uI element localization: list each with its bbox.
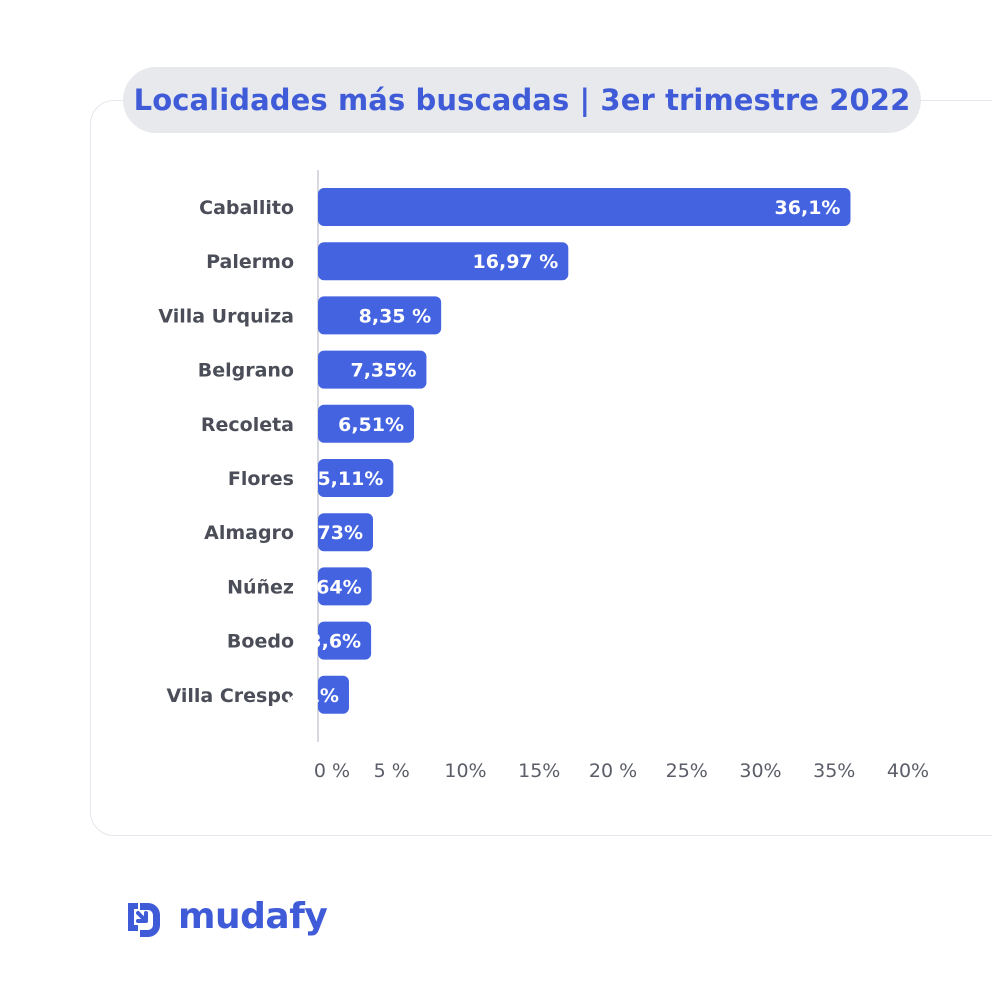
bar-value-label: 3,6% (308, 631, 361, 653)
bar-value-label: 3,73% (297, 522, 363, 544)
mudafy-logo-text: mudafy (178, 896, 328, 937)
bar (318, 188, 851, 226)
bar (318, 242, 569, 281)
bar (318, 513, 374, 552)
category-label: Recoleta (201, 414, 294, 436)
x-tick-label: 10% (444, 760, 486, 782)
chart-title: Localidades más buscadas | 3er trimestre… (123, 67, 921, 133)
x-tick-label: 0 % (314, 760, 350, 782)
bar (318, 404, 415, 443)
category-label: Villa Urquiza (158, 305, 294, 327)
category-label: Flores (228, 468, 294, 490)
bar-value-label: 36,1% (775, 197, 841, 219)
category-label: Belgrano (198, 360, 294, 382)
x-tick-label: 15% (518, 760, 560, 782)
bar-value-label: 2,1% (286, 685, 339, 707)
bar (318, 459, 394, 497)
bar-value-label: 16,97 % (473, 251, 559, 273)
x-tick-label: 20 % (589, 760, 637, 782)
bar (318, 296, 442, 335)
x-tick-label: 35% (813, 760, 855, 782)
category-label: Palermo (206, 251, 294, 273)
category-label: Boedo (227, 631, 294, 653)
x-tick-label: 5 % (374, 760, 410, 782)
bar-value-label: 5,11% (317, 468, 383, 490)
bar (318, 350, 427, 389)
bar-value-label: 8,35 % (359, 305, 432, 327)
bar (318, 675, 349, 714)
category-label: Almagro (204, 522, 294, 544)
x-tick-label: 25% (666, 760, 708, 782)
bar (318, 567, 372, 606)
mudafy-logo-icon (128, 903, 160, 937)
mudafy-logo: mudafy (124, 894, 328, 940)
bar-value-label: 7,35% (350, 360, 416, 382)
bar-value-label: 3,64% (296, 576, 362, 598)
category-label: Villa Crespo (166, 685, 294, 707)
x-tick-label: 40% (887, 760, 929, 782)
category-label: Núñez (227, 576, 294, 598)
bar-value-label: 6,51% (338, 414, 404, 436)
category-label: Caballito (199, 197, 294, 219)
bar (318, 621, 372, 660)
x-tick-label: 30% (739, 760, 781, 782)
